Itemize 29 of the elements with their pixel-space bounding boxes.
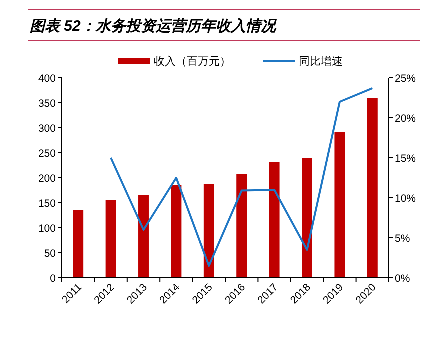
- bar: [334, 132, 346, 278]
- y-tick-label: 200: [38, 173, 56, 185]
- y-tick-label: 0: [50, 273, 56, 285]
- bar: [138, 196, 149, 278]
- chart-title: 图表 52：水务投资运营历年收入情况: [30, 18, 278, 35]
- legend-label: 同比增速: [299, 55, 343, 68]
- y-tick-label: 350: [38, 98, 56, 110]
- bar: [171, 186, 182, 278]
- y2-tick-label: 0%: [395, 273, 410, 285]
- y2-tick-label: 25%: [395, 73, 416, 85]
- bar: [236, 174, 248, 278]
- y2-tick-label: 10%: [395, 193, 416, 205]
- y2-tick-label: 20%: [395, 113, 416, 125]
- bar: [269, 162, 280, 278]
- y-tick-label: 300: [38, 123, 56, 135]
- line-series: [110, 87, 374, 267]
- bar: [367, 98, 378, 278]
- bar: [73, 210, 84, 278]
- bar: [204, 184, 214, 278]
- y-tick-label: 100: [38, 223, 56, 235]
- y-tick-label: 50: [44, 248, 56, 260]
- y2-tick-label: 5%: [395, 233, 410, 245]
- bar: [106, 200, 116, 278]
- y2-tick-label: 15%: [395, 153, 416, 165]
- y-tick-label: 400: [38, 73, 56, 85]
- y-tick-label: 250: [38, 148, 56, 160]
- bar: [302, 158, 312, 278]
- legend-label: 收入（百万元）: [154, 55, 231, 68]
- y-tick-label: 150: [38, 198, 56, 210]
